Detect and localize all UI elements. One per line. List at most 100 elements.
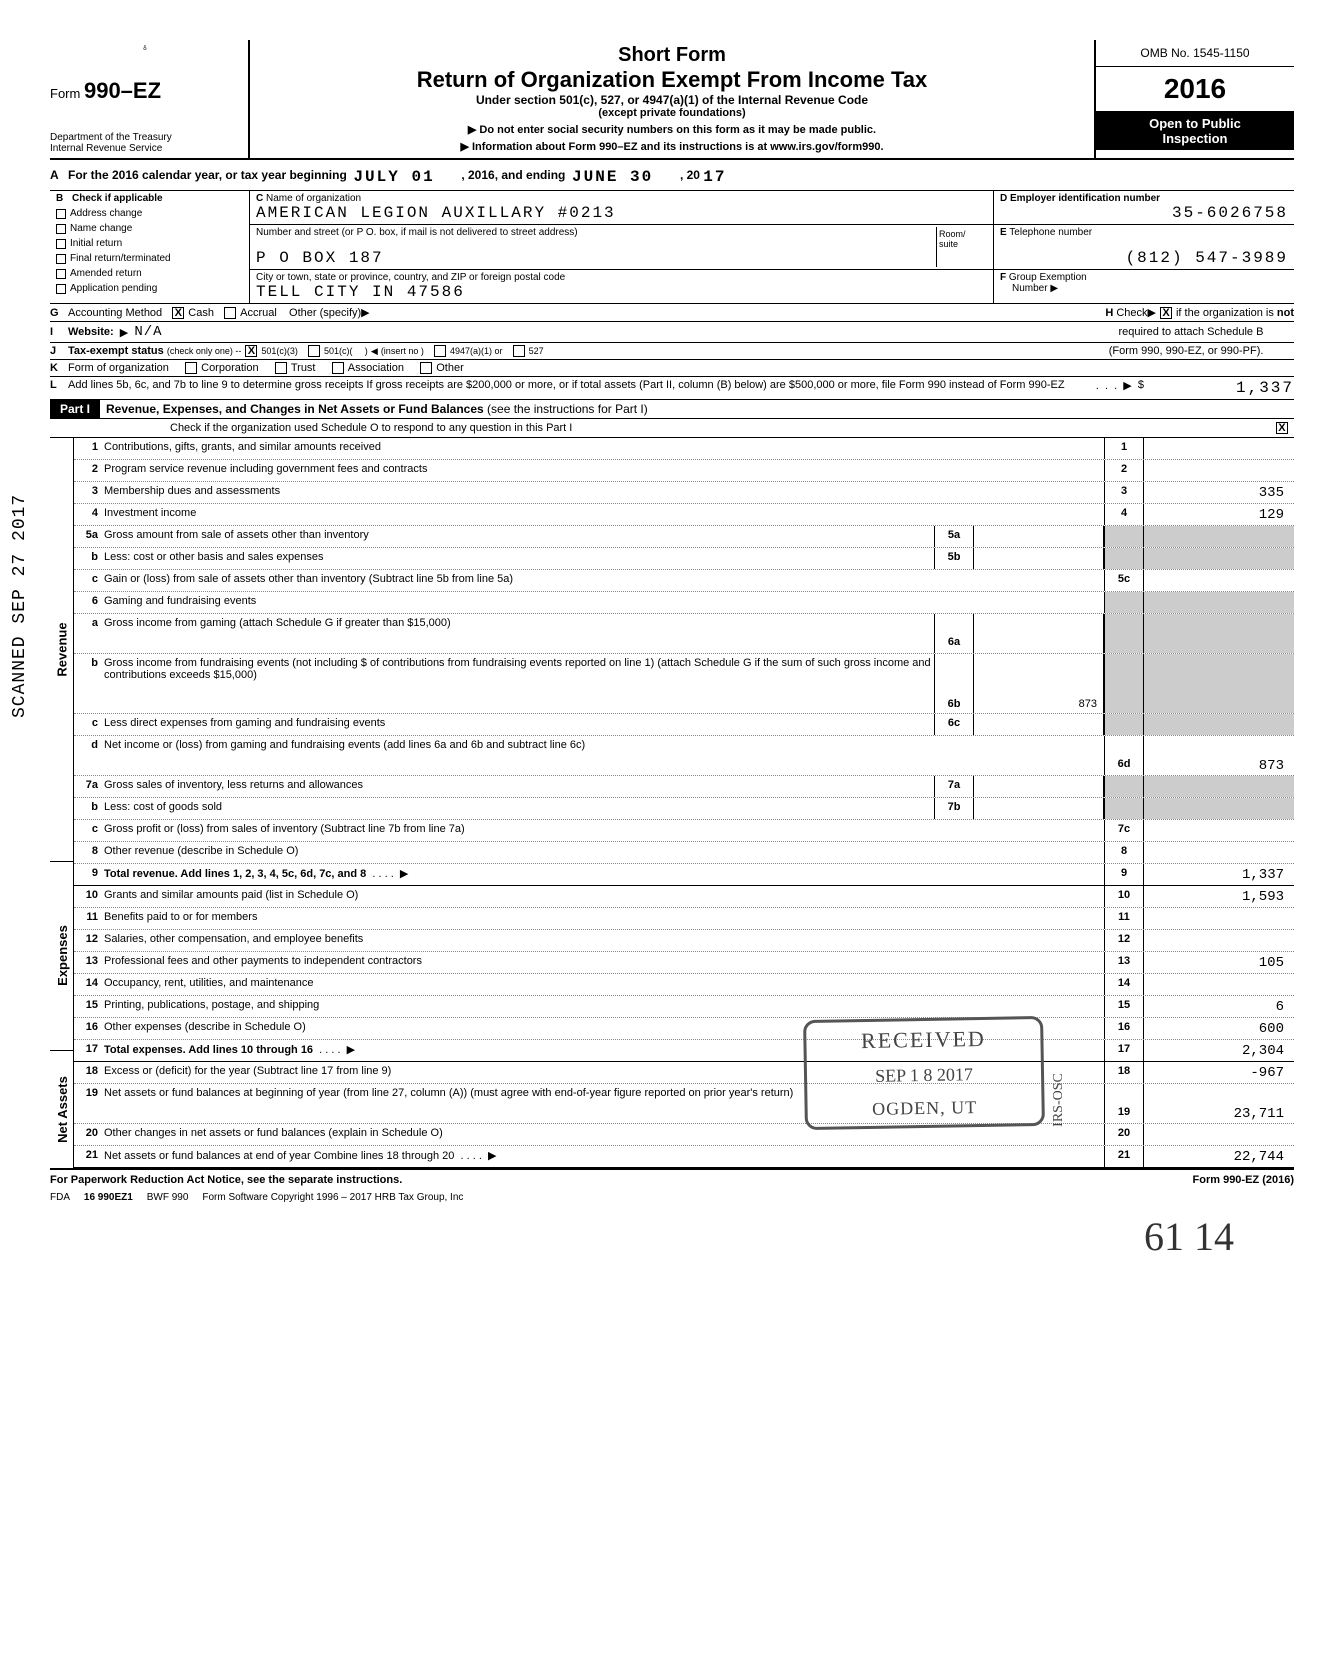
check-accrual[interactable] (224, 307, 236, 319)
row-a-text2: , 2016, and ending (461, 168, 565, 186)
row-g-h: G Accounting Method Cash Accrual Other (… (50, 304, 1294, 322)
header-mid-col: Short Form Return of Organization Exempt… (250, 40, 1094, 158)
check-501c3[interactable] (245, 345, 257, 357)
side-revenue: Revenue (50, 438, 74, 862)
row-a-label: A (50, 168, 68, 186)
check-4947[interactable] (434, 345, 446, 357)
c-label: C (256, 193, 263, 204)
line-10: 10Grants and similar amounts paid (list … (74, 886, 1294, 908)
line-2: 2Program service revenue including gover… (74, 460, 1294, 482)
line-12: 12Salaries, other compensation, and empl… (74, 930, 1294, 952)
opt-accrual: Accrual (240, 307, 277, 319)
omb-number: OMB No. 1545-1150 (1096, 40, 1294, 67)
stamp-side: IRS-OSC (1051, 1073, 1067, 1127)
phone-value: (812) 547-3989 (1000, 249, 1288, 267)
check-trust[interactable] (275, 362, 287, 374)
check-final-return[interactable]: Final return/terminated (50, 251, 249, 266)
form-header: ᵟ Form 990–EZ Department of the Treasury… (50, 40, 1294, 160)
check-application-pending[interactable]: Application pending (50, 281, 249, 296)
dept-treasury: Department of the Treasury (50, 132, 240, 143)
check-amended-return[interactable]: Amended return (50, 266, 249, 281)
line-5a: 5aGross amount from sale of assets other… (74, 526, 1294, 548)
footer-fda: FDA (50, 1192, 70, 1203)
row-k: K Form of organization Corporation Trust… (50, 360, 1294, 377)
check-501c[interactable] (308, 345, 320, 357)
h-text5: (Form 990, 990-EZ, or 990-PF). (1109, 345, 1264, 357)
check-initial-return[interactable]: Initial return (50, 236, 249, 251)
line-14: 14Occupancy, rent, utilities, and mainte… (74, 974, 1294, 996)
line-17: 17Total expenses. Add lines 10 through 1… (74, 1040, 1294, 1062)
section-def: D Employer identification number 35-6026… (994, 191, 1294, 303)
check-schedule-o[interactable] (1276, 422, 1288, 434)
inspection-box: Open to Public Inspection (1096, 112, 1294, 150)
line-15: 15Printing, publications, postage, and s… (74, 996, 1294, 1018)
line-18: 18Excess or (deficit) for the year (Subt… (74, 1062, 1294, 1084)
title-main: Return of Organization Exempt From Incom… (262, 67, 1082, 93)
h-text1: Check (1116, 307, 1147, 319)
scanned-stamp: SCANNED SEP 27 2017 (10, 494, 30, 718)
line-3: 3Membership dues and assessments3335 (74, 482, 1294, 504)
opt-501c-b: ) (365, 346, 368, 356)
section-c: C Name of organization AMERICAN LEGION A… (250, 191, 994, 303)
note-2: Information about Form 990–EZ and its in… (262, 140, 1082, 153)
e-heading: Telephone number (1009, 227, 1092, 238)
footer-sub: FDA 16 990EZ1 BWF 990 Form Software Copy… (50, 1186, 1294, 1203)
line-7a: 7aGross sales of inventory, less returns… (74, 776, 1294, 798)
footer: For Paperwork Reduction Act Notice, see … (50, 1168, 1294, 1186)
header-right-col: OMB No. 1545-1150 2016 Open to Public In… (1094, 40, 1294, 158)
e-label: E (1000, 227, 1007, 238)
h-label: H (1105, 307, 1113, 319)
c-addr-label: Number and street (or P O. box, if mail … (256, 227, 578, 238)
line-8: 8Other revenue (describe in Schedule O)8 (74, 842, 1294, 864)
row-a-begin: JULY 01 (353, 168, 434, 186)
line-9: 9Total revenue. Add lines 1, 2, 3, 4, 5c… (74, 864, 1294, 886)
l-value: 1,337 (1144, 379, 1294, 397)
tax-year: 2016 (1096, 67, 1294, 112)
part-i-check-line: Check if the organization used Schedule … (50, 419, 1294, 438)
org-addr: P O BOX 187 (256, 249, 384, 267)
g-heading: Accounting Method (68, 307, 162, 319)
check-other-org[interactable] (420, 362, 432, 374)
opt-4947: 4947(a)(1) or (450, 346, 503, 356)
j-heading: Tax-exempt status (68, 345, 164, 357)
line-16: 16Other expenses (describe in Schedule O… (74, 1018, 1294, 1040)
footer-code: 16 990EZ1 (84, 1192, 133, 1203)
footer-copy: Form Software Copyright 1996 – 2017 HRB … (202, 1192, 463, 1203)
check-name-change[interactable]: Name change (50, 221, 249, 236)
part-i-title: Revenue, Expenses, and Changes in Net As… (100, 400, 654, 418)
check-assoc[interactable] (332, 362, 344, 374)
block-bcdef: B Check if applicable Address change Nam… (50, 191, 1294, 304)
row-a-endyr: 17 (703, 168, 726, 186)
row-l: L Add lines 5b, 6c, and 7b to line 9 to … (50, 377, 1294, 400)
title-short: Short Form (262, 44, 1082, 67)
line-6c: cLess direct expenses from gaming and fu… (74, 714, 1294, 736)
i-label: I (50, 326, 68, 338)
h-text4: required to attach Schedule B (1119, 326, 1264, 338)
check-cash[interactable] (172, 307, 184, 319)
d-label: D (1000, 193, 1007, 204)
row-j: J Tax-exempt status (check only one) -- … (50, 343, 1294, 360)
i-heading: Website: (68, 326, 114, 338)
line-6b: bGross income from fundraising events (n… (74, 654, 1294, 714)
form-number: Form 990–EZ (50, 78, 240, 104)
f-sub: Number (1012, 283, 1048, 294)
line-11: 11Benefits paid to or for members11 (74, 908, 1294, 930)
check-corp[interactable] (185, 362, 197, 374)
footer-bwf: BWF 990 (147, 1192, 189, 1203)
opt-527: 527 (529, 346, 544, 356)
h-text3: not (1277, 307, 1294, 319)
f-heading: Group Exemption (1009, 272, 1087, 283)
d-heading: Employer identification number (1010, 193, 1160, 204)
check-address-change[interactable]: Address change (50, 206, 249, 221)
insert-no: (insert no ) (381, 346, 424, 356)
subtitle: Under section 501(c), 527, or 4947(a)(1)… (262, 93, 1082, 107)
open-to-public: Open to Public (1100, 116, 1290, 131)
check-h[interactable] (1160, 307, 1172, 319)
check-527[interactable] (513, 345, 525, 357)
line-6a: aGross income from gaming (attach Schedu… (74, 614, 1294, 654)
h-text2: if the organization is (1176, 307, 1274, 319)
line-5b: bLess: cost or other basis and sales exp… (74, 548, 1294, 570)
row-a-text3: , 20 (680, 168, 700, 186)
g-label: G (50, 307, 68, 319)
line-19: 19Net assets or fund balances at beginni… (74, 1084, 1294, 1124)
